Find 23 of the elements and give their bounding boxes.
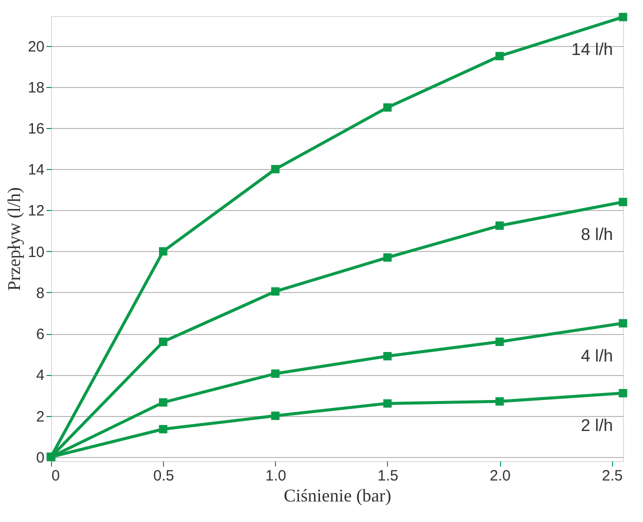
series-label: 14 l/h: [571, 40, 613, 60]
y-tick-label: 12: [28, 202, 44, 220]
y-tick-label: 6: [36, 326, 44, 344]
y-tick-label: 10: [28, 244, 44, 261]
x-tick-label: 2.5: [602, 468, 623, 484]
y-tick-label: 8: [36, 284, 44, 302]
series-label: 2 l/h: [580, 416, 613, 436]
series-label: 4 l/h: [580, 346, 613, 366]
y-tick-label: 2: [36, 408, 44, 426]
y-tick-label: 0: [36, 449, 44, 466]
x-tick-label: 2.0: [490, 468, 511, 484]
x-tick-label: 0.5: [153, 468, 174, 484]
y-tick-label: 14: [28, 162, 44, 179]
y-tick-label: 4: [36, 367, 44, 384]
x-tick-label: 1.0: [265, 468, 286, 484]
y-tick-label: 18: [28, 79, 44, 96]
x-tick-label: 0: [52, 468, 60, 484]
y-axis-title: Przepływ (l/h): [4, 187, 24, 291]
y-tick-label: 20: [28, 38, 44, 56]
y-tick-label: 16: [28, 120, 44, 138]
x-axis-title: Ciśnienie (bar): [284, 486, 392, 506]
series-label: 8 l/h: [580, 225, 613, 244]
x-tick-label: 1.5: [378, 468, 398, 484]
